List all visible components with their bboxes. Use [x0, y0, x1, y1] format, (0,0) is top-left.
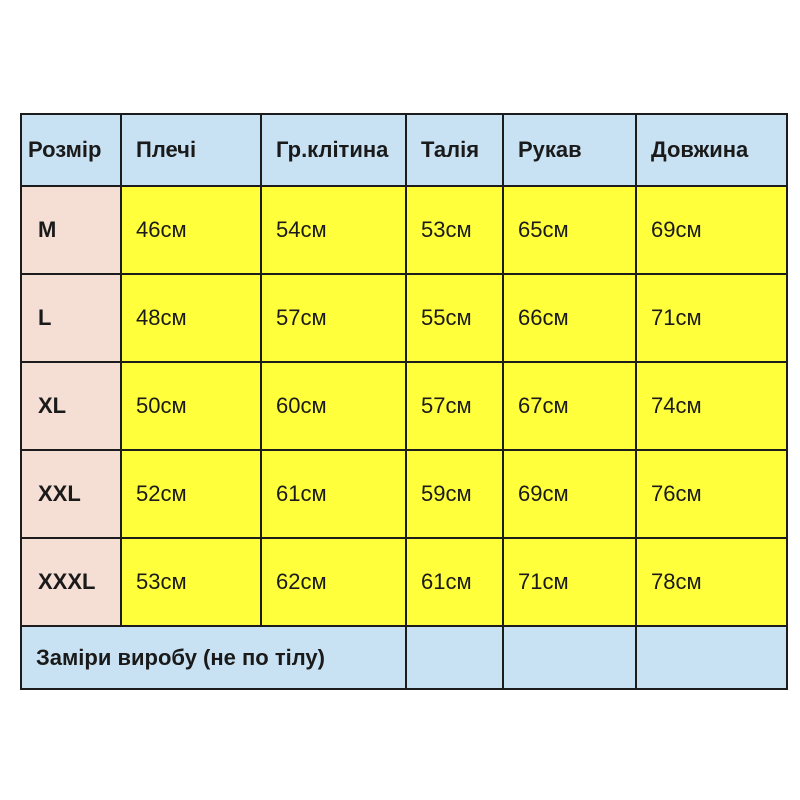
size-cell: XL [20, 361, 122, 451]
value-cell: 66см [502, 273, 637, 363]
value-cell: 52см [120, 449, 262, 539]
value-cell: 61см [405, 537, 504, 627]
table-row: XL 50см 60см 57см 67см 74см [20, 361, 788, 451]
header-length: Довжина [635, 113, 788, 187]
value-cell: 60см [260, 361, 407, 451]
header-row: Розмір Плечі Гр.клітина Талія Рукав Довж… [20, 113, 788, 187]
value-cell: 67см [502, 361, 637, 451]
size-cell: XXL [20, 449, 122, 539]
value-cell: 54см [260, 185, 407, 275]
table-row: XXL 52см 61см 59см 69см 76см [20, 449, 788, 539]
header-waist: Талія [405, 113, 504, 187]
table-row: M 46см 54см 53см 65см 69см [20, 185, 788, 275]
size-cell: L [20, 273, 122, 363]
value-cell: 74см [635, 361, 788, 451]
header-shoulders: Плечі [120, 113, 262, 187]
value-cell: 57см [260, 273, 407, 363]
value-cell: 50см [120, 361, 262, 451]
value-cell: 59см [405, 449, 504, 539]
value-cell: 53см [405, 185, 504, 275]
empty-cell [502, 625, 637, 690]
value-cell: 76см [635, 449, 788, 539]
value-cell: 46см [120, 185, 262, 275]
value-cell: 55см [405, 273, 504, 363]
empty-cell [405, 625, 504, 690]
value-cell: 53см [120, 537, 262, 627]
size-cell: XXXL [20, 537, 122, 627]
value-cell: 71см [635, 273, 788, 363]
value-cell: 78см [635, 537, 788, 627]
table-row: XXXL 53см 62см 61см 71см 78см [20, 537, 788, 627]
value-cell: 48см [120, 273, 262, 363]
value-cell: 71см [502, 537, 637, 627]
header-sleeve: Рукав [502, 113, 637, 187]
value-cell: 62см [260, 537, 407, 627]
value-cell: 65см [502, 185, 637, 275]
header-chest: Гр.клітина [260, 113, 407, 187]
value-cell: 69см [635, 185, 788, 275]
footer-row: Заміри виробу (не по тілу) [20, 625, 788, 690]
value-cell: 61см [260, 449, 407, 539]
value-cell: 69см [502, 449, 637, 539]
header-size: Розмір [20, 113, 122, 187]
footer-note: Заміри виробу (не по тілу) [20, 625, 407, 690]
size-chart-table: Розмір Плечі Гр.клітина Талія Рукав Довж… [20, 113, 788, 690]
table-row: L 48см 57см 55см 66см 71см [20, 273, 788, 363]
empty-cell [635, 625, 788, 690]
value-cell: 57см [405, 361, 504, 451]
size-cell: M [20, 185, 122, 275]
